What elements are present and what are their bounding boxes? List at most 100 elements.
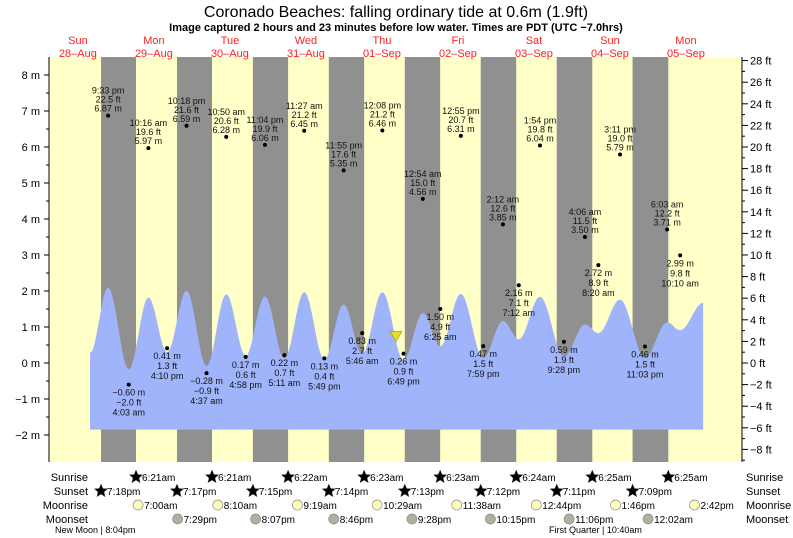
tide-point-time-label: 4:37 am <box>190 396 223 406</box>
tide-point-m-label: 6.59 m <box>173 114 201 124</box>
tide-point-ft-label: 8.9 ft <box>588 278 609 288</box>
moonset-event: 9:28pm <box>406 513 451 526</box>
sunset-time: 7:15pm <box>259 487 292 498</box>
right-tick-label: 22 ft <box>750 120 771 132</box>
tide-point-m-label: 0.22 m <box>271 358 299 368</box>
day-label-date: 01–Sep <box>363 48 401 60</box>
chart-title: Coronado Beaches: falling ordinary tide … <box>204 4 588 21</box>
moonset-time: 9:28pm <box>418 515 451 526</box>
row-label-moonset: Moonset <box>46 514 88 526</box>
tide-point-time-label: 7:59 pm <box>467 369 500 379</box>
moonset-event: 8:07pm <box>250 513 295 526</box>
low-tide-point: 0.13 m0.4 ft5:49 pm <box>308 356 341 391</box>
day-label-dow: Tue <box>221 35 240 47</box>
day-label-dow: Thu <box>372 35 391 47</box>
tide-point-dot <box>678 253 683 258</box>
sunrise-time: 6:21am <box>142 473 175 484</box>
low-tide-point: 0.59 m1.9 ft9:28 pm <box>548 339 580 375</box>
tide-point-m-label: 6.04 m <box>526 134 554 144</box>
tide-point-ft-label: 15.0 ft <box>410 178 436 188</box>
tide-point-m-label: 2.16 m <box>505 288 533 298</box>
tide-point-m-label: 5.97 m <box>135 136 163 146</box>
tide-point-ft-label: 1.3 ft <box>157 361 178 371</box>
tide-point-dot <box>665 227 670 232</box>
left-tick-label: 8 m <box>22 70 40 82</box>
moonrise-moon-icon <box>292 499 303 511</box>
moonrise-event: 1:46pm <box>610 499 655 512</box>
sunrise-star-icon <box>128 469 144 484</box>
tide-point-time-label: 7:12 am <box>502 308 535 318</box>
tide-point-time-label: 5:46 am <box>346 356 379 366</box>
day-label-dow: Sun <box>600 35 620 47</box>
tide-point-time-label: 1:54 pm <box>524 116 557 126</box>
tide-point-time-label: 12:55 pm <box>442 106 480 116</box>
tide-point-time-label: 6:25 am <box>424 332 457 342</box>
left-tick-label: 7 m <box>22 106 40 118</box>
tide-point-ft-label: 1.5 ft <box>473 359 494 369</box>
sun-moon-rows: Sunrise Sunrise Sunset Sunset Moonrise Moonri… <box>43 469 791 526</box>
tide-point-time-label: 5:11 am <box>268 378 300 388</box>
tide-point-ft-label: 12.6 ft <box>490 203 516 213</box>
moonrise-moon-icon <box>132 499 144 511</box>
tide-point-ft-label: 0.4 ft <box>314 371 335 381</box>
sunset-star-icon <box>473 483 489 498</box>
tide-point-time-label: 11:27 am <box>286 101 323 111</box>
tide-point-dot <box>341 168 346 173</box>
sunrise-time: 6:23am <box>446 473 479 484</box>
sunset-event: 7:14pm <box>321 483 368 498</box>
tide-point-ft-label: −2.0 ft <box>116 398 142 408</box>
tide-point-time-label: 6:03 am <box>651 199 684 209</box>
day-labels: Sun28–AugMon29–AugTue30–AugWed31–AugThu0… <box>59 35 705 60</box>
tide-point-time-label: 11:55 pm <box>325 140 362 150</box>
tide-point-ft-label: 0.9 ft <box>394 367 415 377</box>
right-tick-label: 6 ft <box>750 293 765 305</box>
sunset-event: 7:18pm <box>93 483 140 498</box>
sunrise-event: 6:24am <box>508 469 556 484</box>
sunset-star-icon <box>549 483 565 498</box>
moonset-moon-icon <box>328 513 340 525</box>
moonset-moon-icon <box>172 513 183 525</box>
tide-point-dot <box>537 143 542 148</box>
tide-point-ft-label: 12.2 ft <box>655 208 681 218</box>
tide-point-time-label: 3:11 pm <box>604 125 636 135</box>
tide-point-dot <box>582 235 587 239</box>
sunset-event: 7:11pm <box>549 483 595 498</box>
sunset-star-icon <box>625 483 640 498</box>
tide-point-m-label: 6.87 m <box>94 104 122 114</box>
moonset-moon-icon <box>563 513 575 525</box>
sunrise-time: 6:21am <box>218 473 251 484</box>
sunset-event: 7:15pm <box>245 483 292 498</box>
low-tide-point: 2.72 m8.9 ft8:20 am <box>582 263 615 298</box>
sunrise-event: 6:25am <box>660 469 708 484</box>
day-label-date: 05–Sep <box>667 48 705 60</box>
tide-point-m-label: −0.60 m <box>112 388 145 398</box>
moonrise-time: 11:38am <box>463 501 501 512</box>
moonset-event: 10:15pm <box>485 513 535 526</box>
tide-point-m-label: 5.35 m <box>330 158 358 168</box>
sunset-time: 7:13pm <box>411 487 444 498</box>
right-tick-label: −6 ft <box>750 423 772 435</box>
right-tick-label: −2 ft <box>750 380 772 392</box>
left-tick-label: −2 m <box>15 430 40 442</box>
tide-point-dot <box>262 142 267 147</box>
low-tide-point: 0.26 m0.9 ft6:49 pm <box>387 351 420 387</box>
tide-point-dot <box>243 354 248 359</box>
moonset-time: 10:15pm <box>496 515 535 526</box>
sunrise-time: 6:25am <box>598 473 631 484</box>
sunset-star-icon <box>397 483 413 498</box>
sunrise-star-icon <box>508 469 524 484</box>
row-label-right-sunrise: Sunrise <box>746 472 783 484</box>
moonset-event: 12:02am <box>642 513 693 526</box>
moonrise-time: 7:00am <box>144 501 177 512</box>
right-tick-label: 24 ft <box>750 99 771 111</box>
sunrise-event: 6:23am <box>356 469 404 484</box>
moonset-event: 7:29pm <box>172 513 217 526</box>
moonrise-event: 8:10am <box>212 499 257 512</box>
right-tick-label: 10 ft <box>750 250 771 262</box>
left-tick-label: 3 m <box>22 250 40 262</box>
